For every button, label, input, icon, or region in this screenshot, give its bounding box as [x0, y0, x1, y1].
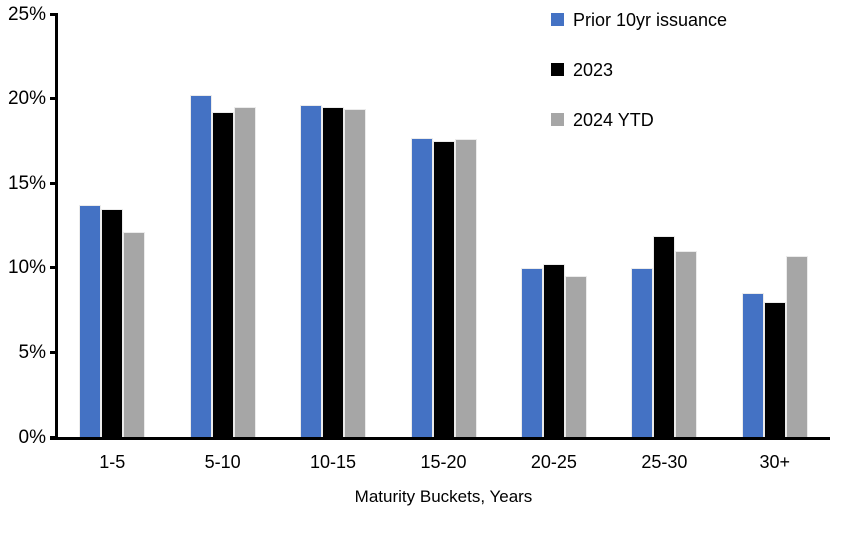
- bar: [564, 276, 587, 437]
- y-axis-tick-label: 10%: [7, 257, 46, 279]
- legend-item: 2023: [551, 60, 727, 81]
- y-axis-tick: [50, 266, 57, 270]
- y-axis-tick-label: 20%: [7, 88, 46, 110]
- y-axis-tick-label: 5%: [18, 341, 46, 363]
- bar: [542, 264, 565, 437]
- x-axis-tick-label: 25-30: [641, 452, 688, 472]
- x-axis-tick-label: 20-25: [530, 452, 577, 472]
- bar: [520, 267, 543, 437]
- bar: [300, 105, 323, 437]
- x-axis-line: [50, 437, 830, 440]
- y-axis-tick-label: 15%: [7, 172, 46, 194]
- legend-item: Prior 10yr issuance: [551, 10, 727, 31]
- bar: [675, 250, 698, 437]
- legend-swatch-icon: [551, 13, 564, 26]
- y-axis-tick: [50, 181, 57, 185]
- bar: [763, 301, 786, 437]
- legend-item: 2024 YTD: [551, 110, 727, 131]
- y-axis-line: [55, 13, 58, 440]
- bar: [344, 108, 367, 437]
- legend-label: 2023: [573, 60, 614, 80]
- bar: [653, 235, 676, 437]
- bar: [123, 232, 146, 437]
- y-axis-tick: [50, 12, 57, 16]
- bar: [322, 107, 345, 437]
- y-axis-tick-label: 25%: [7, 3, 46, 25]
- x-axis-tick-label: 15-20: [420, 452, 467, 472]
- bar: [785, 255, 808, 437]
- bar: [631, 267, 654, 437]
- legend-label: 2024 YTD: [573, 110, 654, 130]
- x-axis-tick-label: 10-15: [310, 452, 357, 472]
- legend-swatch-icon: [551, 63, 564, 76]
- x-axis-tick-label: 30+: [759, 452, 791, 472]
- y-axis-tick: [50, 435, 57, 439]
- y-axis-tick: [50, 350, 57, 354]
- bar: [233, 107, 256, 437]
- x-axis-tick-label: 1-5: [99, 452, 126, 472]
- legend: Prior 10yr issuance 2023 2024 YTD: [551, 10, 727, 160]
- bar: [211, 112, 234, 437]
- legend-label: Prior 10yr issuance: [573, 10, 728, 30]
- bar: [410, 137, 433, 437]
- bar: [101, 208, 124, 437]
- y-axis-tick-label: 0%: [18, 426, 46, 448]
- bar: [454, 139, 477, 437]
- bar: [741, 293, 764, 437]
- x-axis-tick-label: 5-10: [204, 452, 241, 472]
- x-axis-title: Maturity Buckets, Years: [354, 487, 533, 506]
- bar: [432, 140, 455, 437]
- bar: [189, 95, 212, 437]
- y-axis-tick: [50, 97, 57, 101]
- bar: [79, 205, 102, 437]
- legend-swatch-icon: [551, 113, 564, 126]
